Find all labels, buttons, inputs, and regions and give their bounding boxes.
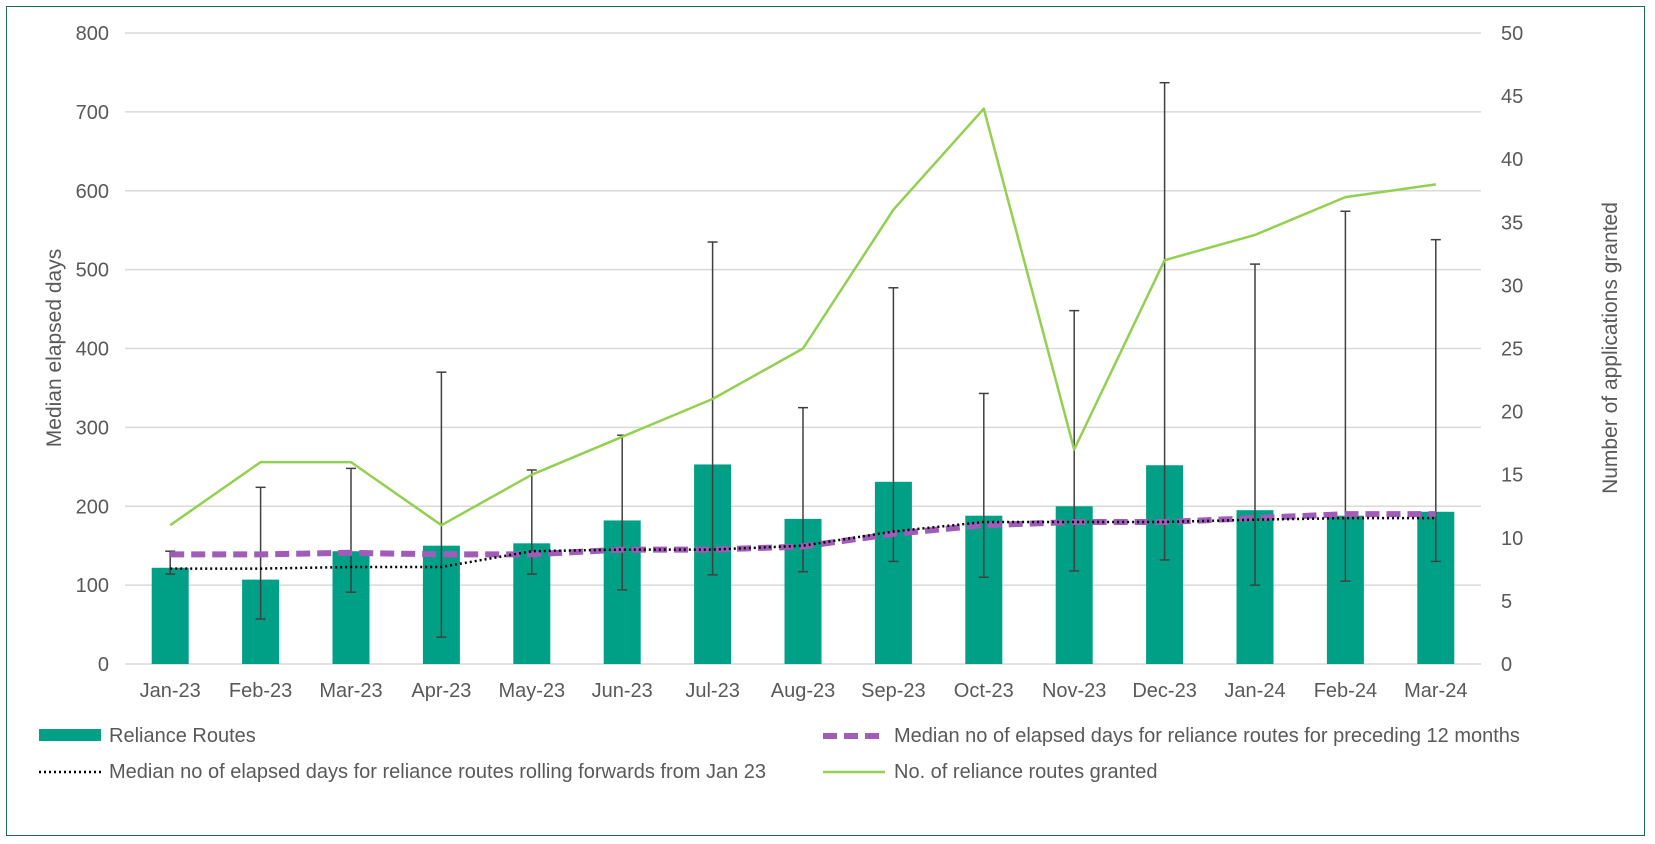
y-axis-title: Median elapsed days: [43, 249, 66, 447]
y-tick-label-2: 200: [76, 496, 109, 518]
error-bar-13: [1340, 210, 1351, 582]
y2-tick-label-1: 5: [1501, 591, 1512, 613]
legend-label-rolling-forwards: Median no of elapsed days for reliance r…: [109, 761, 766, 783]
legend-label-preceding-12-months: Median no of elapsed days for reliance r…: [894, 725, 1520, 747]
x-tick-label-1: Feb-23: [229, 680, 292, 702]
error-bar-14: [1430, 238, 1441, 563]
x-tick-label-5: Jun-23: [592, 680, 653, 702]
error-bar-6: [707, 241, 718, 576]
legend-swatch-reliance-routes: [39, 729, 101, 741]
bars-reliance-routes: [151, 464, 1455, 664]
y-tick-label-3: 300: [76, 417, 109, 439]
legend: Reliance Routes Median no of elapsed day…: [39, 725, 1520, 783]
bar-0: [151, 567, 189, 664]
y-tick-label-8: 800: [76, 23, 109, 45]
line-series-2: [170, 516, 1436, 570]
x-tick-label-6: Jul-23: [685, 680, 739, 702]
error-bars: [165, 81, 1441, 638]
x-tick-label-9: Oct-23: [954, 680, 1014, 702]
error-bar-9: [978, 392, 989, 578]
x-tick-label-11: Dec-23: [1132, 680, 1196, 702]
y2-tick-label-4: 20: [1501, 402, 1523, 424]
y2-tick-label-7: 35: [1501, 212, 1523, 234]
error-bar-10: [1069, 309, 1080, 572]
y-tick-label-6: 600: [76, 181, 109, 203]
y2-tick-label-6: 30: [1501, 275, 1523, 297]
x-tick-label-14: Mar-24: [1404, 680, 1467, 702]
x-tick-label-3: Apr-23: [411, 680, 471, 702]
y-tick-label-4: 400: [76, 339, 109, 361]
x-tick-label-8: Sep-23: [861, 680, 926, 702]
y2-tick-label-9: 45: [1501, 86, 1523, 108]
x-tick-label-4: May-23: [498, 680, 565, 702]
line-series-1: [170, 511, 1436, 558]
combo-chart: 0 100 200 300 400 500 600 700 800 0 5 10 15 20 25 30 35 4…: [39, 23, 1622, 783]
y2-tick-label-2: 10: [1501, 528, 1523, 550]
error-bar-11: [1159, 81, 1170, 561]
y2-tick-label-3: 15: [1501, 465, 1523, 487]
y2-tick-label-10: 50: [1501, 23, 1523, 45]
tick-labels: 0 100 200 300 400 500 600 700 800 0 5 10 15 20 25 30 35 4…: [76, 23, 1524, 702]
x-tick-label-7: Aug-23: [771, 680, 836, 702]
y2-tick-label-0: 0: [1501, 654, 1512, 676]
y-tick-label-5: 500: [76, 260, 109, 282]
error-bar-8: [888, 287, 899, 563]
x-tick-label-13: Feb-24: [1314, 680, 1377, 702]
error-bar-12: [1250, 263, 1260, 586]
error-bar-3: [436, 371, 447, 638]
error-bar-2: [346, 467, 356, 593]
y2-axis-title: Number of applications granted: [1599, 202, 1622, 494]
y2-tick-label-8: 40: [1501, 149, 1523, 171]
x-tick-label-10: Nov-23: [1042, 680, 1106, 702]
line-series: [169, 107, 1436, 570]
y2-tick-label-5: 25: [1501, 339, 1523, 361]
line-series-3: [169, 107, 1436, 527]
legend-label-routes-granted: No. of reliance routes granted: [894, 761, 1158, 783]
y-tick-label-7: 700: [76, 102, 109, 124]
y-tick-label-0: 0: [98, 654, 109, 676]
x-tick-label-0: Jan-23: [140, 680, 201, 702]
chart-frame: 0 100 200 300 400 500 600 700 800 0 5 10 15 20 25 30 35 4…: [6, 6, 1645, 836]
y-tick-label-1: 100: [76, 575, 109, 597]
x-tick-label-12: Jan-24: [1224, 680, 1285, 702]
legend-label-reliance-routes: Reliance Routes: [109, 725, 256, 747]
x-tick-label-2: Mar-23: [319, 680, 382, 702]
